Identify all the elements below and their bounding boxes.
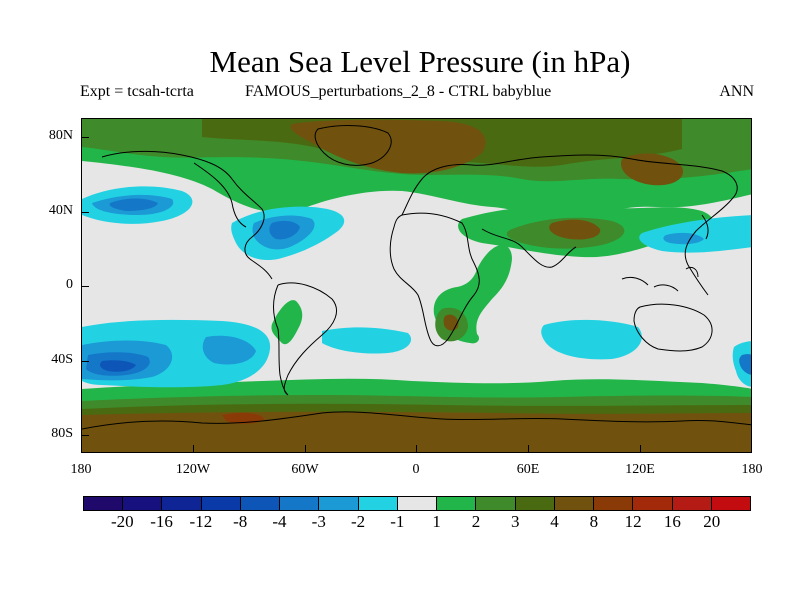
colorbar-box [437,497,477,510]
colorbar-label: -12 [189,512,213,531]
colorbar-box [711,497,750,510]
coastlines [82,125,751,430]
pressure-map [82,119,751,452]
colorbar-label: -16 [150,512,173,531]
plot-title: Mean Sea Level Pressure (in hPa) [209,44,631,79]
map-panel [81,118,752,453]
southeast-pacific-negative-2 [202,335,256,365]
colorbar-box [476,497,516,510]
y-tick-40s [81,361,89,362]
x-label-0: 0 [412,462,420,477]
southern-africa-brown [443,314,459,331]
colorbar-box [319,497,359,510]
south-pacific-deep [100,360,136,372]
colorbar-box [515,497,555,510]
antarctic-dark-patch [222,412,264,424]
colorbar-label: -2 [350,512,366,531]
north-pacific-core [109,198,158,211]
south-atlantic-negative [322,327,412,354]
japan-coast [701,214,709,240]
y-tick-80n [81,137,89,138]
x-tick-0 [416,445,417,453]
indonesia-coast [621,266,699,292]
antarctica-coast [82,411,751,430]
colorbar-box [84,497,124,510]
southwest-pacific-core [739,354,751,375]
south-america-coast [273,282,337,396]
y-label-40s: 40S [51,352,73,367]
colorbar-label: -20 [110,512,134,531]
x-label-180-west: 180 [70,462,92,477]
x-tick-60e [528,445,529,453]
north-america-coast [101,150,273,280]
y-label-0: 0 [66,277,73,292]
south-america-positive [271,300,303,345]
colorbar-box [280,497,320,510]
tibet-brown [549,219,601,240]
colorbar-box [358,497,398,510]
colorbar-box [123,497,163,510]
west-pacific-negative [639,215,751,253]
x-label-120w: 120W [175,462,211,477]
colorbar-box [594,497,634,510]
colorbar-label: -8 [233,512,248,531]
antarctic-brown [82,411,751,452]
y-tick-0 [81,286,89,287]
comparison-label: FAMOUS_perturbations_2_8 - CTRL babyblue [245,83,552,100]
y-tick-40n [81,212,89,213]
europe-asia-coast [401,154,738,296]
x-tick-60w [305,445,306,453]
colorbar-box [201,497,241,510]
colorbar-label: 16 [663,512,681,531]
greenland-brown [290,119,486,174]
colorbar [83,496,751,511]
colorbar-box [672,497,712,510]
x-label-60e: 60E [516,462,540,477]
colorbar-label: 2 [471,512,481,531]
x-tick-120w [193,445,194,453]
colorbar-box [554,497,595,510]
colorbar-label: 3 [510,512,520,531]
y-label-80s: 80S [51,426,73,441]
y-tick-80s [81,435,89,436]
colorbar-box [397,497,438,510]
north-atlantic-core [269,220,300,240]
colorbar-label: -1 [390,512,405,531]
australia-coast [633,303,713,352]
siberia-brown [621,153,683,186]
x-label-180-east: 180 [741,462,763,477]
x-label-60w: 60W [291,462,319,477]
colorbar-box [633,497,673,510]
colorbar-label: -4 [272,512,287,531]
colorbar-label: 8 [589,512,599,531]
west-pacific-core [663,232,704,245]
africa-coast [389,212,480,347]
colorbar-label: 20 [703,512,721,531]
experiment-label: Expt = tcsah-tcrta [80,83,194,100]
colorbar-label: -3 [311,512,326,531]
colorbar-box [162,497,202,510]
colorbar-label: 4 [550,512,559,531]
x-tick-120e [640,445,641,453]
season-label: ANN [719,83,754,100]
indian-ocean-negative [541,319,642,360]
colorbar-box [240,497,281,510]
colorbar-label: 1 [432,512,441,531]
colorbar-label: 12 [624,512,642,531]
x-label-120e: 120E [625,462,655,477]
y-label-40n: 40N [48,203,73,218]
y-label-80n: 80N [48,128,73,143]
greenland-coast [314,125,392,166]
